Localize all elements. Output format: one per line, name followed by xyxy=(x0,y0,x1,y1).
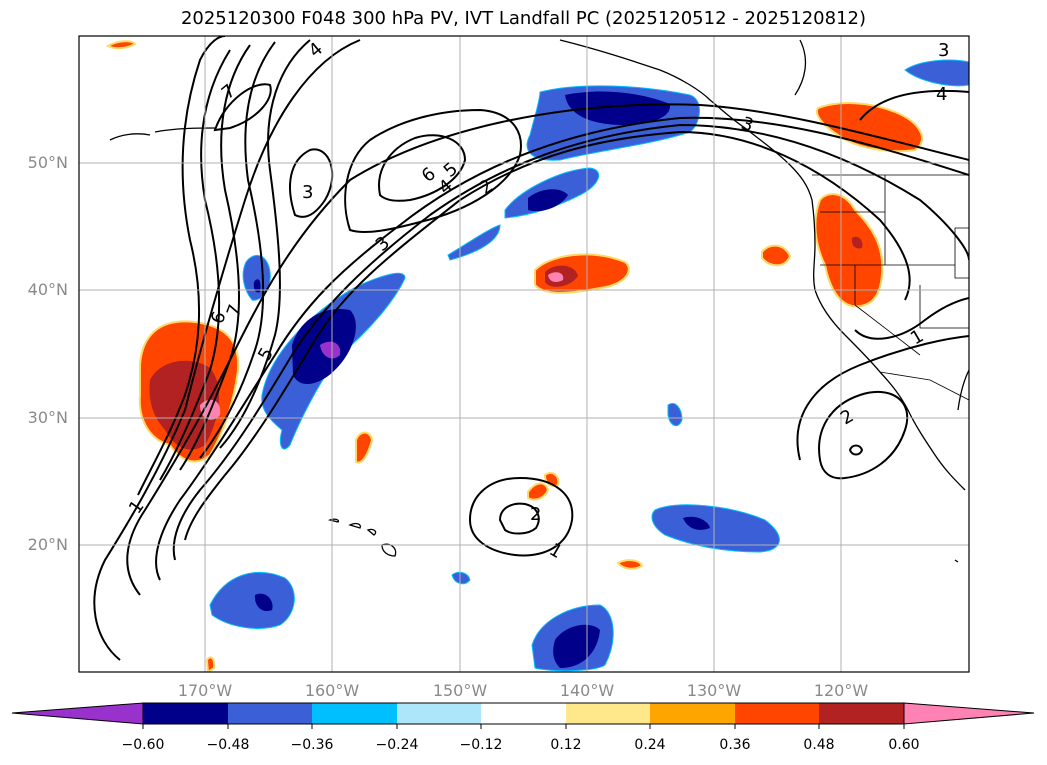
colorbar-tick-label: 0.24 xyxy=(634,737,666,753)
map-border xyxy=(78,35,970,673)
colorbar-tick-label: 0.12 xyxy=(550,737,582,753)
ivt-contours xyxy=(93,36,969,661)
lon-label-130w: 130°W xyxy=(686,681,742,700)
colorbar-bin xyxy=(143,703,228,724)
lat-label-50n: 50°N xyxy=(27,153,68,172)
colorbar-bin xyxy=(397,703,481,724)
colorbar-tick-label: 0.60 xyxy=(888,737,920,753)
colorbar-tick-label: 0.36 xyxy=(719,737,751,753)
colorbar xyxy=(11,702,1035,729)
colorbar-bin xyxy=(650,703,735,724)
colorbar-bin xyxy=(819,703,904,724)
lat-label-30n: 30°N xyxy=(27,408,68,427)
shading-positive xyxy=(105,40,924,672)
colorbar-tick-label: 0.48 xyxy=(803,737,835,753)
state-borders xyxy=(812,174,969,401)
colorbar-extend-right xyxy=(903,702,1035,725)
colorbar-tick-label: −0.12 xyxy=(459,737,503,753)
coastlines xyxy=(109,39,969,563)
map-title: 2025120300 F048 300 hPa PV, IVT Landfall… xyxy=(180,8,867,29)
contour-label: 2 xyxy=(530,504,541,525)
colorbar-tick-label: −0.36 xyxy=(290,737,334,753)
colorbar-tick-label: −0.24 xyxy=(375,737,419,753)
colorbar-bin xyxy=(735,703,819,724)
lon-label-160w: 160°W xyxy=(304,681,360,700)
lon-label-140w: 140°W xyxy=(559,681,615,700)
colorbar-tick-label: −0.60 xyxy=(121,737,165,753)
contour-label: 3 xyxy=(302,182,313,203)
colorbar-bin xyxy=(481,703,566,724)
lat-label-40n: 40°N xyxy=(27,280,68,299)
contour-label: 4 xyxy=(936,84,947,105)
contour-label: 3 xyxy=(938,40,949,61)
lon-label-120w: 120°W xyxy=(813,681,869,700)
lat-label-20n: 20°N xyxy=(27,535,68,554)
colorbar-frame xyxy=(142,702,905,725)
lon-label-170w: 170°W xyxy=(177,681,233,700)
colorbar-bin xyxy=(566,703,650,724)
lon-label-150w: 150°W xyxy=(432,681,488,700)
colorbar-bin xyxy=(228,703,312,724)
colorbar-bin xyxy=(312,703,397,724)
colorbar-extend-left xyxy=(11,702,144,725)
colorbar-tick-label: −0.48 xyxy=(206,737,250,753)
gridlines xyxy=(79,36,969,672)
